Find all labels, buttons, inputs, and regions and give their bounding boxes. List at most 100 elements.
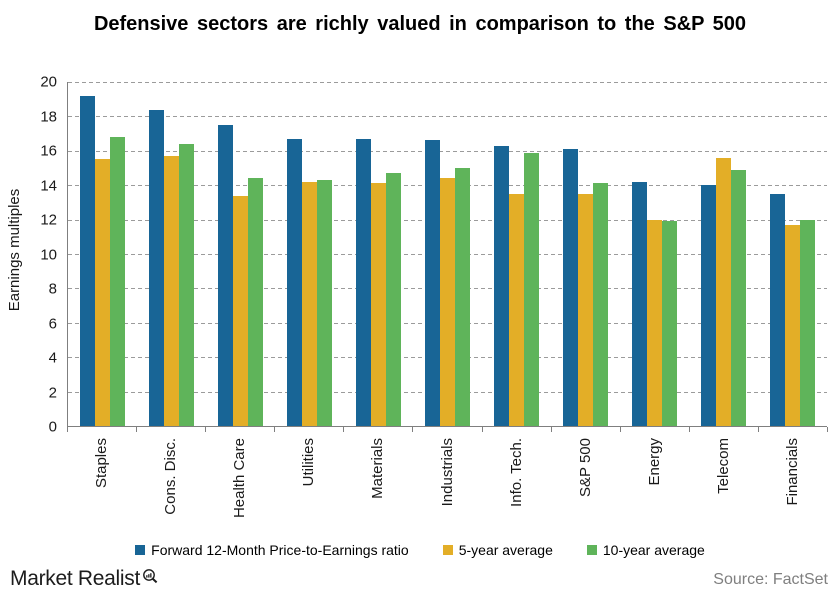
x-tick-mark-2 <box>205 427 207 432</box>
bar-group-utilities <box>275 82 344 426</box>
bar-group-energy <box>620 82 689 426</box>
bar-group-materials <box>344 82 413 426</box>
bar-5-year-1 <box>164 155 179 426</box>
x-label-financials: Financials <box>758 438 827 538</box>
bar-forward-9 <box>701 185 716 426</box>
legend-label: Forward 12-Month Price-to-Earnings ratio <box>151 542 409 558</box>
bar-5-year-8 <box>647 219 662 426</box>
x-tick-mark-4 <box>343 427 345 432</box>
bar-10-year-3 <box>317 180 332 426</box>
bar-10-year-1 <box>179 143 194 426</box>
legend-label: 5-year average <box>458 542 553 558</box>
y-tick-label-14: 14 <box>40 177 57 194</box>
x-label-text: Materials <box>369 438 387 499</box>
bar-5-year-2 <box>233 195 248 426</box>
x-label-staples: Staples <box>67 438 136 538</box>
y-tick-label-10: 10 <box>40 246 57 263</box>
x-label-s-p-500: S&P 500 <box>551 438 620 538</box>
bar-10-year-4 <box>386 173 401 426</box>
bar-forward-1 <box>149 109 164 426</box>
bar-10-year-5 <box>455 168 470 426</box>
x-tick-mark-0 <box>67 427 68 432</box>
x-tick-mark-10 <box>757 427 759 432</box>
bar-forward-7 <box>563 149 578 426</box>
x-label-info-tech-: Info. Tech. <box>482 438 551 538</box>
bar-forward-0 <box>80 95 95 426</box>
legend-swatch <box>135 545 146 555</box>
bar-forward-3 <box>287 138 302 426</box>
bar-5-year-9 <box>716 157 731 426</box>
x-label-text: S&P 500 <box>576 438 594 497</box>
legend-swatch <box>442 545 453 555</box>
x-label-materials: Materials <box>343 438 412 538</box>
bar-group-info-tech- <box>482 82 551 426</box>
x-label-text: Financials <box>783 438 801 506</box>
y-tick-label-6: 6 <box>48 315 57 332</box>
bar-group-cons-disc- <box>137 82 206 426</box>
bar-10-year-0 <box>110 137 125 426</box>
market-realist-logo: Market Realist <box>10 567 159 591</box>
bar-10-year-6 <box>524 152 539 426</box>
gridline-y-20 <box>68 82 827 83</box>
legend: Forward 12-Month Price-to-Earnings ratio… <box>0 542 840 558</box>
chart-title: Defensive sectors are richly valued in c… <box>93 13 747 35</box>
logo-wordmark: Market Realist <box>10 567 141 590</box>
legend-item-10-year: 10-year average <box>586 542 705 558</box>
bar-groups <box>68 82 827 426</box>
legend-label: 10-year average <box>602 542 705 558</box>
x-axis-tick-marks <box>67 427 828 433</box>
bar-5-year-3 <box>302 181 317 426</box>
bar-forward-2 <box>218 125 233 426</box>
y-tick-label-20: 20 <box>40 73 57 91</box>
x-tick-mark-7 <box>550 427 552 432</box>
x-label-telecom: Telecom <box>689 438 758 538</box>
bar-forward-10 <box>770 193 785 426</box>
x-tick-mark-1 <box>136 427 138 432</box>
y-tick-label-8: 8 <box>48 280 57 298</box>
x-label-text: Staples <box>93 438 111 489</box>
bar-10-year-7 <box>593 183 608 426</box>
x-label-text: Energy <box>645 438 663 486</box>
bar-group-financials <box>758 82 827 426</box>
gridline-y-18 <box>68 116 827 118</box>
gridline-y-16 <box>68 150 827 152</box>
x-label-cons-disc-: Cons. Disc. <box>136 438 205 538</box>
x-tick-mark-11 <box>827 427 828 432</box>
x-label-health-care: Health Care <box>205 438 274 538</box>
source-attribution: Source: FactSet <box>713 571 828 588</box>
x-axis-category-labels: Staples Cons. Disc. Health Care Utilities Ma… <box>67 438 827 538</box>
bar-group-telecom <box>689 82 758 426</box>
y-tick-label-2: 2 <box>48 384 57 401</box>
legend-item-forward: Forward 12-Month Price-to-Earnings ratio <box>135 542 409 558</box>
bar-forward-4 <box>356 138 371 426</box>
x-label-text: Utilities <box>300 438 318 487</box>
legend-swatch <box>586 545 597 555</box>
x-label-text: Cons. Disc. <box>162 438 180 515</box>
x-label-industrials: Industrials <box>412 438 481 538</box>
bar-10-year-8 <box>662 221 677 426</box>
bar-5-year-0 <box>95 159 110 426</box>
bar-group-staples <box>68 82 137 426</box>
y-tick-label-4: 4 <box>48 349 57 367</box>
bar-5-year-10 <box>785 224 800 426</box>
y-axis-tick-labels: 0 2 4 6 8 10 12 14 16 18 20 <box>0 74 57 436</box>
y-tick-label-16: 16 <box>40 142 57 160</box>
x-label-utilities: Utilities <box>274 438 343 538</box>
bar-group-industrials <box>413 82 482 426</box>
bar-forward-8 <box>632 181 647 426</box>
y-tick-label-12: 12 <box>40 211 57 229</box>
bar-10-year-10 <box>800 219 815 426</box>
y-tick-label-18: 18 <box>40 108 57 125</box>
magnifier-chart-icon <box>140 567 159 591</box>
bar-forward-6 <box>494 145 509 426</box>
x-label-energy: Energy <box>620 438 689 538</box>
bar-10-year-2 <box>248 178 263 426</box>
y-tick-label-0: 0 <box>48 418 57 436</box>
bar-10-year-9 <box>731 169 746 426</box>
x-label-text: Telecom <box>714 438 732 494</box>
x-label-text: Info. Tech. <box>507 438 525 507</box>
x-tick-mark-9 <box>688 427 690 432</box>
x-tick-mark-6 <box>481 427 483 432</box>
bar-5-year-4 <box>371 183 386 426</box>
